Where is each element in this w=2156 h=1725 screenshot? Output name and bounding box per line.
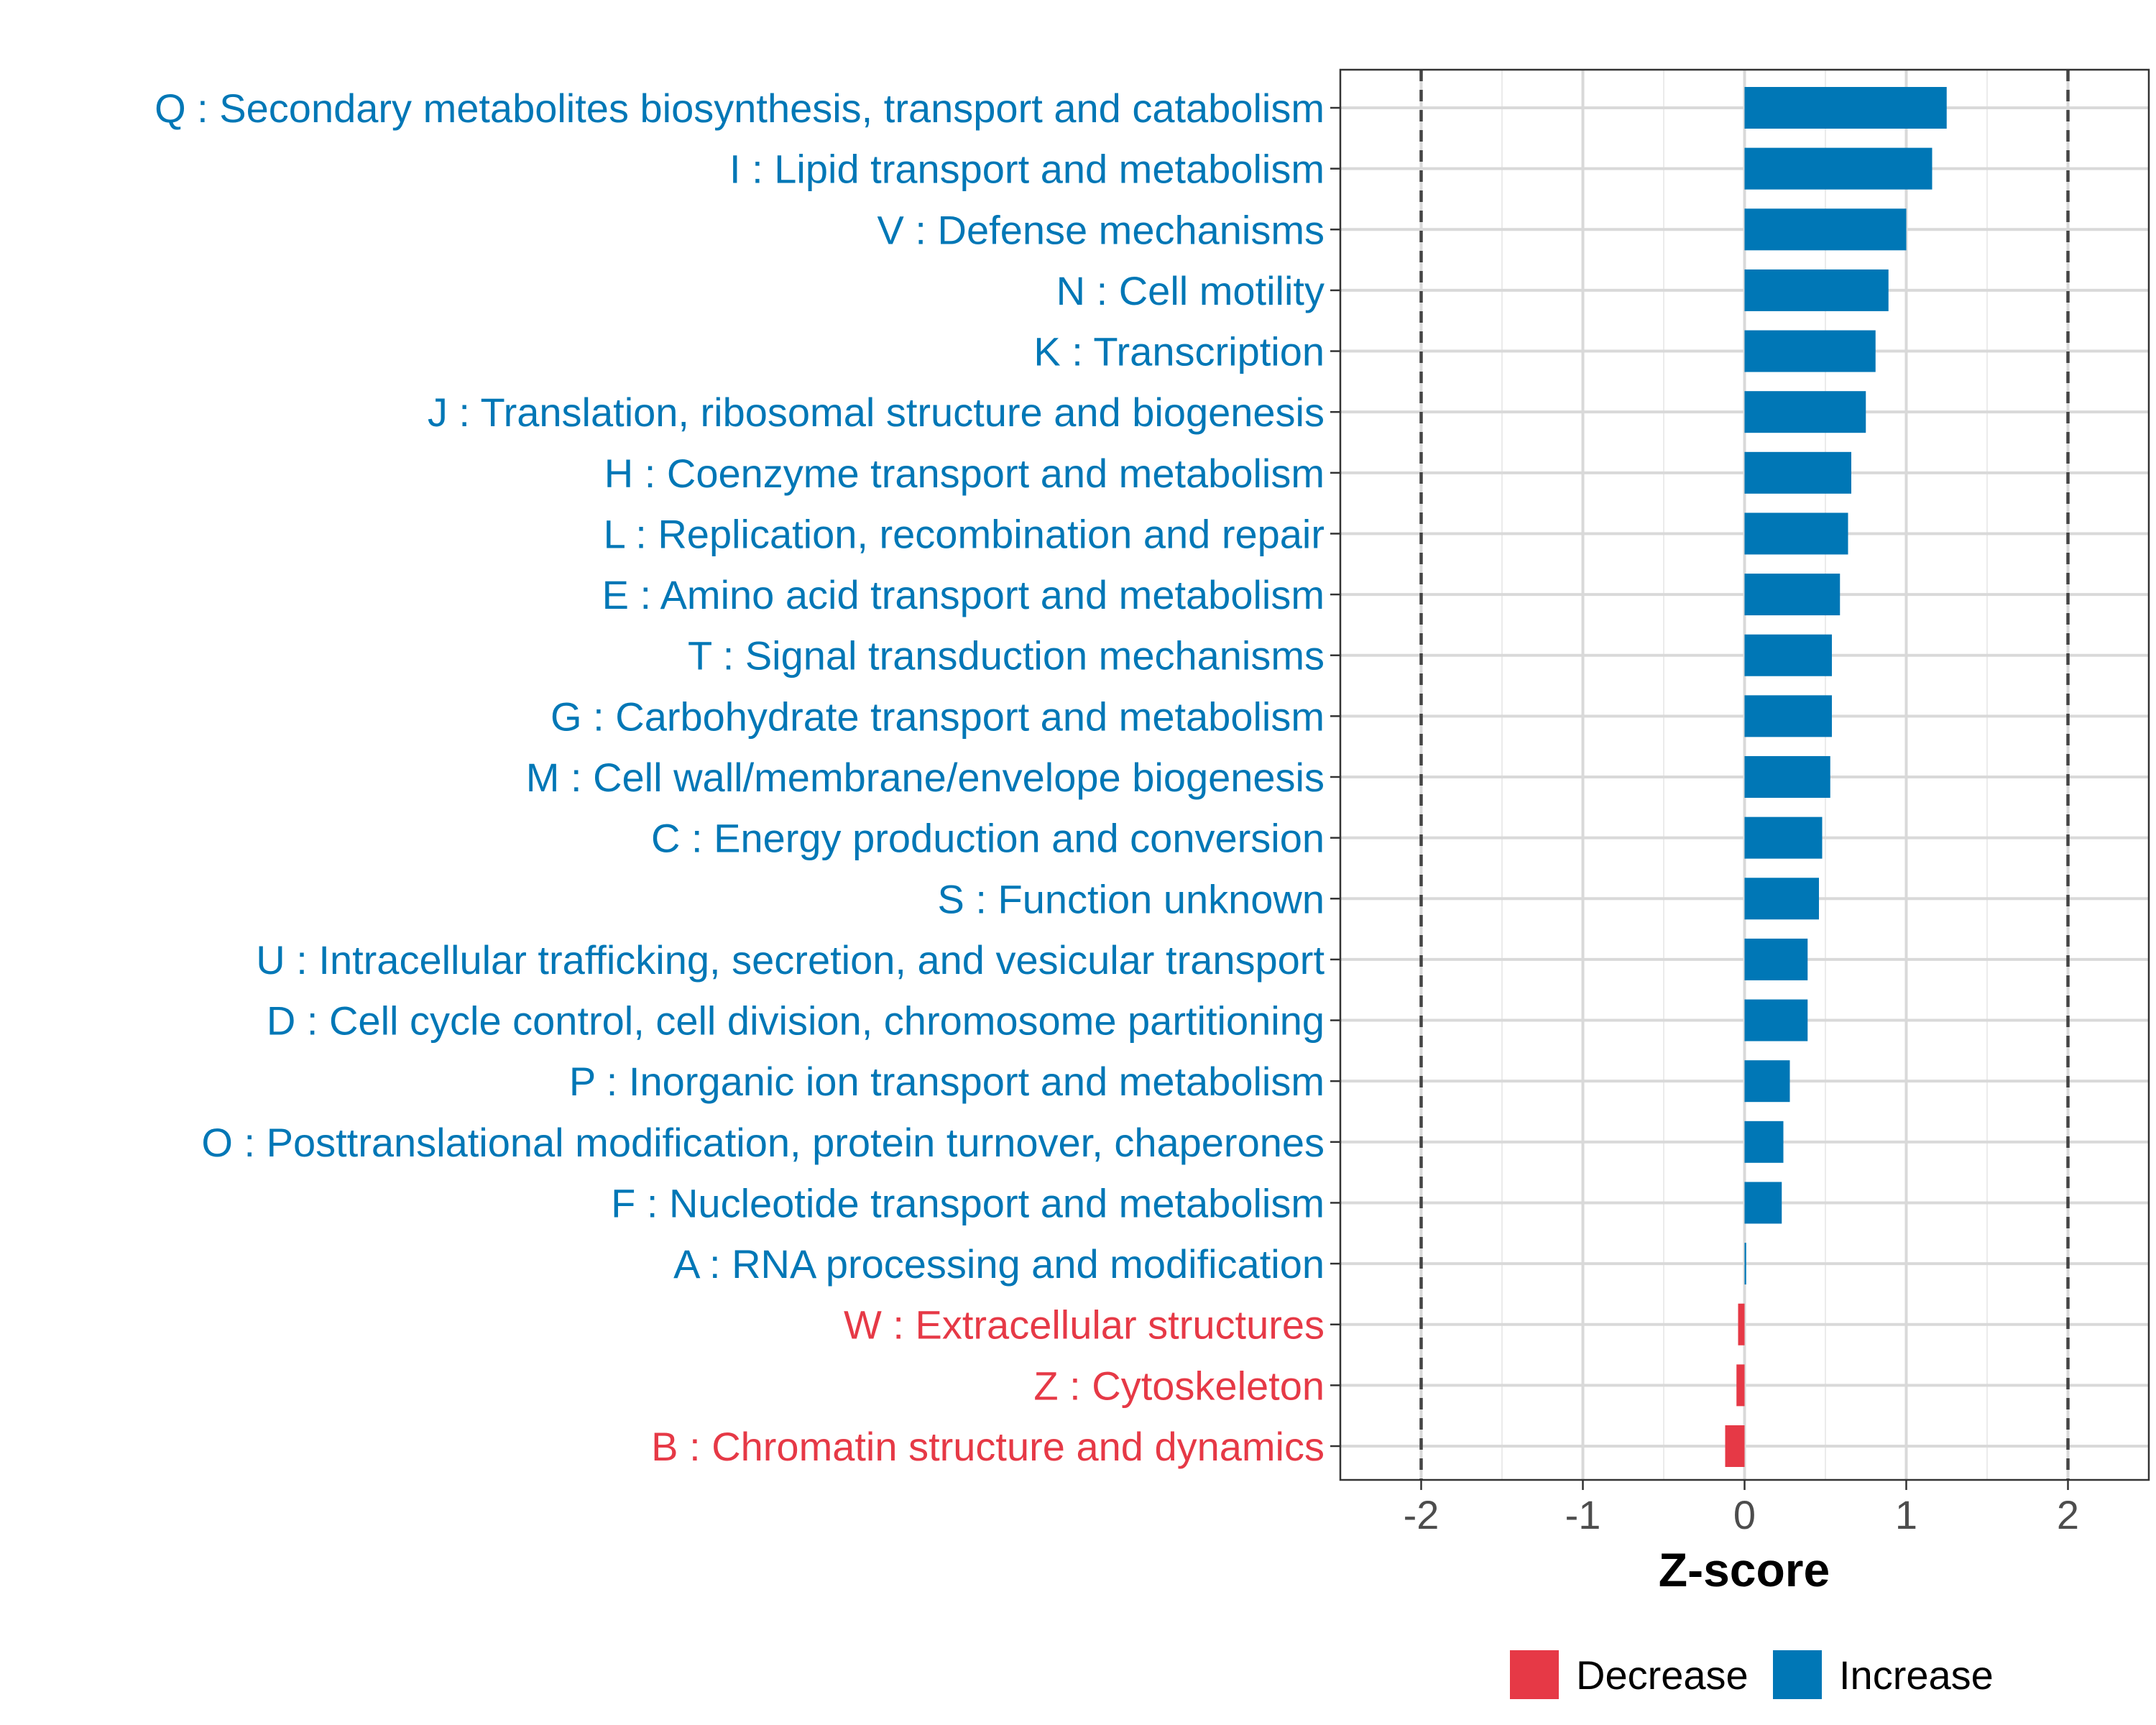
y-tick-label: C : Energy production and conversion [651, 816, 1325, 861]
bar [1744, 1243, 1746, 1285]
bar [1744, 391, 1866, 433]
bars [1725, 87, 1947, 1467]
y-tick-label: D : Cell cycle control, cell division, c… [267, 998, 1325, 1044]
bar [1744, 1121, 1784, 1163]
bar [1744, 1060, 1790, 1103]
legend-label-increase: Increase [1839, 1652, 1994, 1698]
y-tick-label: I : Lipid transport and metabolism [729, 147, 1325, 192]
y-tick-label: A : RNA processing and modification [673, 1241, 1325, 1287]
bar [1744, 938, 1808, 980]
x-axis-title: Z-score [1659, 1543, 1830, 1596]
y-tick-label: U : Intracellular trafficking, secretion… [256, 937, 1325, 983]
x-tick-label: -1 [1565, 1492, 1601, 1537]
y-tick-label: K : Transcription [1033, 329, 1325, 374]
x-tick-label: 1 [1895, 1492, 1917, 1537]
bar [1744, 269, 1889, 311]
bar [1744, 634, 1832, 676]
x-tick-label: 0 [1733, 1492, 1756, 1537]
y-tick-label: B : Chromatin structure and dynamics [651, 1424, 1325, 1469]
bar [1744, 574, 1841, 616]
y-tick-label: M : Cell wall/membrane/envelope biogenes… [526, 755, 1325, 800]
bar [1744, 999, 1808, 1041]
x-tick-label: -2 [1404, 1492, 1439, 1537]
bar [1744, 816, 1823, 859]
x-axis: -2 -1 0 1 2 [1404, 1480, 2079, 1537]
bar [1744, 1182, 1782, 1224]
y-tick-label: V : Defense mechanisms [877, 207, 1325, 252]
y-tick-label: F : Nucleotide transport and metabolism [611, 1180, 1325, 1225]
y-tick-label: G : Carbohydrate transport and metabolis… [550, 694, 1325, 739]
y-tick-label: O : Posttranslational modification, prot… [201, 1120, 1325, 1165]
legend-key-increase [1773, 1650, 1822, 1699]
legend-label-decrease: Decrease [1576, 1652, 1749, 1698]
bar [1744, 695, 1832, 737]
bar [1744, 208, 1907, 251]
reference-lines [1419, 70, 2070, 1480]
bar [1738, 1303, 1745, 1346]
bar [1736, 1364, 1745, 1407]
bar [1744, 756, 1830, 798]
legend: Decrease Increase [1510, 1650, 1994, 1699]
bar [1744, 87, 1947, 129]
bar [1744, 147, 1932, 190]
bar [1744, 512, 1848, 555]
y-tick-label: E : Amino acid transport and metabolism [602, 572, 1325, 617]
bar [1744, 451, 1851, 494]
bar [1744, 330, 1876, 372]
x-tick-label: 2 [2057, 1492, 2079, 1537]
y-tick-label: N : Cell motility [1056, 268, 1325, 313]
y-tick-label: W : Extracellular structures [844, 1302, 1325, 1348]
y-tick-label: S : Function unknown [937, 876, 1325, 921]
bar [1725, 1425, 1745, 1467]
y-tick-label: T : Signal transduction mechanisms [688, 633, 1325, 678]
y-tick-label: H : Coenzyme transport and metabolism [604, 451, 1325, 496]
legend-key-decrease [1510, 1650, 1559, 1699]
y-axis: Q : Secondary metabolites biosynthesis, … [155, 86, 1340, 1469]
y-tick-label: J : Translation, ribosomal structure and… [428, 390, 1325, 435]
y-tick-label: Z : Cytoskeleton [1033, 1363, 1325, 1408]
y-tick-label: P : Inorganic ion transport and metaboli… [569, 1059, 1325, 1104]
y-tick-label: L : Replication, recombination and repai… [604, 511, 1325, 556]
y-tick-label: Q : Secondary metabolites biosynthesis, … [155, 86, 1325, 131]
bar [1744, 878, 1819, 920]
